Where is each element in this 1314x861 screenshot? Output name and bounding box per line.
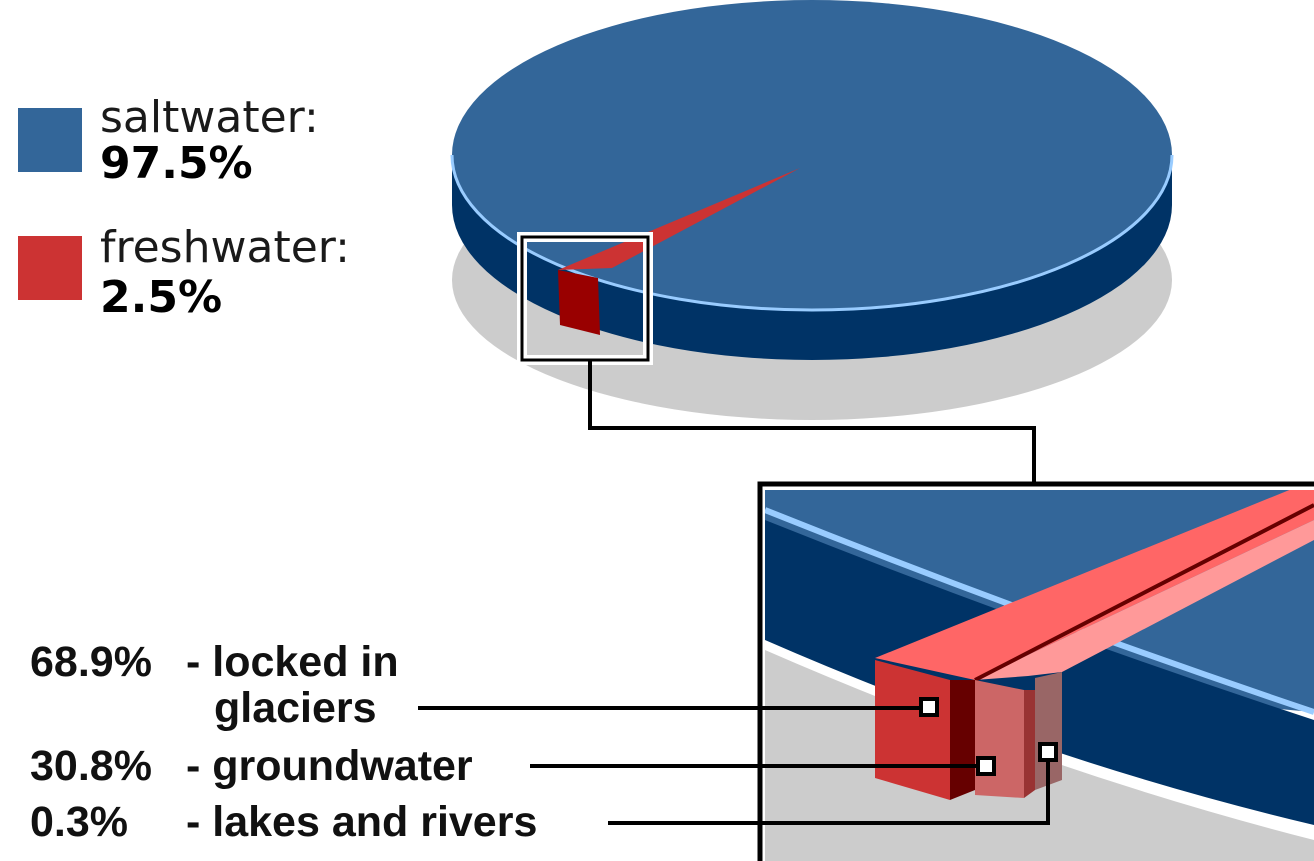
callout-lakes-pct: 0.3% — [30, 798, 128, 846]
callout-groundwater-pct: 30.8% — [30, 742, 152, 790]
callout-glaciers-marker — [921, 699, 937, 715]
callout-groundwater-marker — [978, 758, 994, 774]
callout-lakes-label: - lakes and rivers — [186, 798, 537, 846]
zoom-slice-groundwater-edge — [1024, 690, 1035, 798]
legend-swatch-freshwater — [18, 236, 82, 300]
callout-glaciers-label-line1: - locked in — [186, 638, 399, 686]
legend-label-freshwater: freshwater: — [100, 222, 350, 273]
legend-label-saltwater: saltwater: — [100, 92, 319, 143]
callout-lakes-marker — [1040, 744, 1056, 760]
pie-top-saltwater — [452, 0, 1172, 310]
callout-glaciers-label-line2: glaciers — [214, 684, 377, 732]
zoom-slice-glaciers-edge — [950, 680, 975, 800]
callout-glaciers-pct: 68.9% — [30, 638, 152, 686]
pie-slice-freshwater-side — [558, 270, 600, 335]
legend-value-saltwater: 97.5% — [100, 138, 253, 189]
zoom-slice-groundwater-front — [975, 680, 1024, 798]
zoom-slice-glaciers-front — [875, 660, 950, 800]
zoom-panel — [760, 480, 1314, 861]
callout-groundwater-label: - groundwater — [186, 742, 473, 790]
legend: saltwater: 97.5% freshwater: 2.5% — [18, 92, 350, 323]
main-pie — [452, 0, 1172, 420]
legend-value-freshwater: 2.5% — [100, 272, 222, 323]
legend-swatch-saltwater — [18, 108, 82, 172]
